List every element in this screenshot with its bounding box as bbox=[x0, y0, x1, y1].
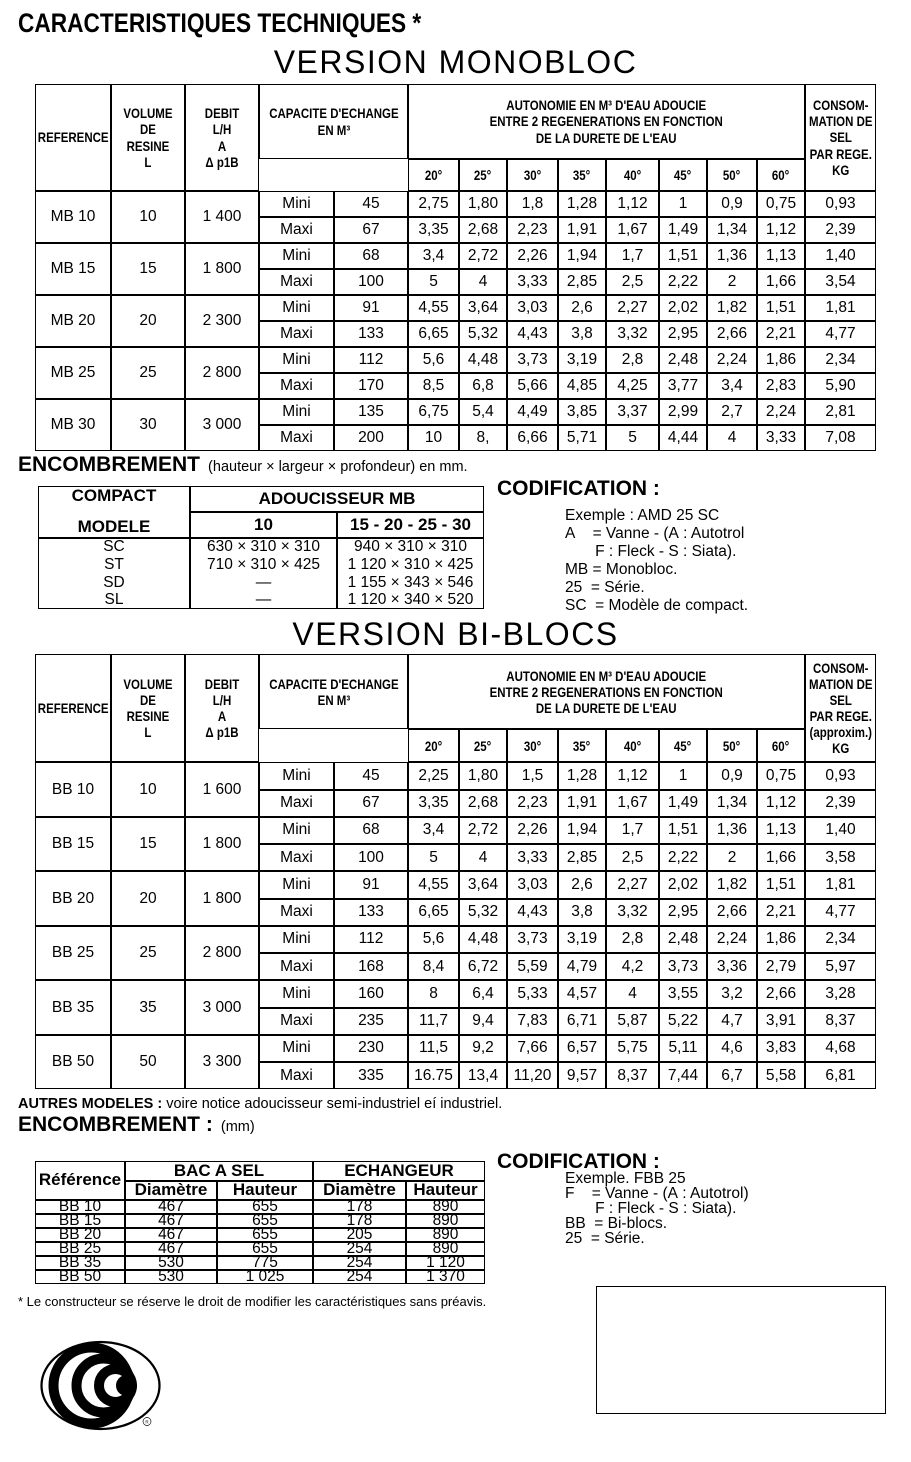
svg-text:R: R bbox=[145, 1420, 149, 1425]
